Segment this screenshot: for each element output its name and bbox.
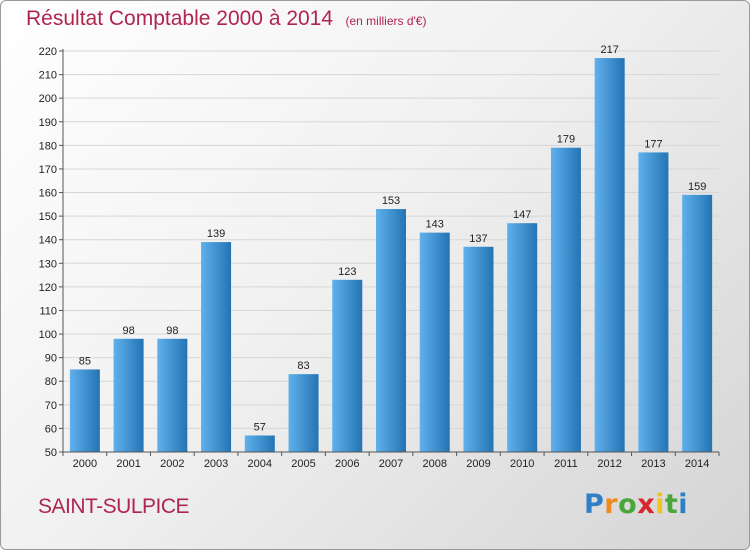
bar — [69, 369, 100, 452]
chart-title: Résultat Comptable 2000 à 2014 — [26, 7, 334, 30]
x-tick-label: 2010 — [510, 458, 534, 470]
bar-value-label: 179 — [557, 134, 575, 146]
x-tick-label: 2012 — [597, 458, 621, 470]
logo-letter: i — [678, 489, 689, 520]
x-tick-label: 2013 — [641, 458, 665, 470]
bar-value-label: 57 — [254, 421, 266, 433]
y-tick-label: 60 — [45, 423, 57, 435]
axes: 50 60 70 80 90 100 110 120 130 140 150 160 170 180 190… — [39, 46, 720, 470]
bar-value-label: 137 — [469, 233, 487, 245]
bar-value-label: 217 — [600, 44, 618, 56]
bar — [157, 338, 188, 452]
bar-value-label: 143 — [426, 219, 444, 231]
x-tick-label: 2007 — [379, 458, 403, 470]
y-tick-label: 150 — [39, 211, 57, 223]
bar-value-label: 147 — [513, 209, 531, 221]
bar — [332, 279, 363, 452]
proxiti-logo: Proxiti — [584, 489, 688, 520]
y-tick-label: 190 — [39, 117, 57, 129]
bar-value-label: 83 — [297, 360, 309, 372]
y-tick-label: 90 — [45, 353, 57, 365]
logo-letter: i — [655, 489, 665, 520]
bar-value-label: 153 — [382, 195, 400, 207]
logo-letter: P — [584, 489, 605, 520]
x-tick-label: 2009 — [466, 458, 490, 470]
bar — [682, 194, 713, 452]
logo-letter: x — [637, 489, 656, 520]
y-tick-label: 80 — [45, 376, 57, 388]
y-tick-label: 130 — [39, 258, 57, 270]
bar-value-label: 159 — [688, 181, 706, 193]
bar — [463, 246, 494, 452]
bar — [638, 152, 669, 452]
x-tick-label: 2004 — [248, 458, 272, 470]
x-tick-label: 2001 — [116, 458, 140, 470]
y-tick-label: 50 — [45, 447, 57, 459]
bar-value-label: 85 — [79, 355, 91, 367]
logo-letter: o — [618, 489, 638, 520]
y-tick-label: 180 — [39, 140, 57, 152]
chart-header: Résultat Comptable 2000 à 2014 (en milli… — [26, 7, 426, 31]
bar — [244, 435, 275, 452]
logo-letter: r — [604, 489, 619, 520]
bar — [376, 209, 406, 452]
bar — [550, 147, 581, 452]
bar — [113, 338, 144, 452]
y-tick-label: 220 — [39, 46, 57, 58]
y-tick-label: 140 — [39, 235, 57, 247]
x-tick-label: 2005 — [291, 458, 315, 470]
city-name: SAINT-SULPICE — [38, 495, 190, 518]
bar-value-label: 98 — [122, 325, 134, 337]
bars — [69, 58, 713, 452]
y-tick-label: 120 — [39, 282, 57, 294]
bar-value-label: 123 — [338, 266, 356, 278]
y-tick-label: 170 — [39, 164, 57, 176]
y-tick-label: 200 — [39, 93, 57, 105]
x-tick-label: 2000 — [73, 458, 97, 470]
x-tick-label: 2006 — [335, 458, 359, 470]
bar — [288, 374, 319, 452]
bar-value-label: 98 — [166, 325, 178, 337]
value-labels: 85 98 98 139 57 83 123 153 143 137 147 179 217 177 159 — [79, 44, 707, 433]
x-tick-label: 2014 — [685, 458, 709, 470]
x-tick-label: 2008 — [422, 458, 446, 470]
bar — [201, 242, 232, 452]
y-tick-label: 70 — [45, 400, 57, 412]
y-tick-label: 110 — [39, 305, 57, 317]
bar — [594, 58, 625, 452]
x-tick-label: 2002 — [160, 458, 184, 470]
chart-subtitle: (en milliers d'€) — [345, 14, 427, 28]
y-tick-label: 100 — [39, 329, 57, 341]
y-tick-label: 210 — [39, 70, 57, 82]
logo-letter: t — [664, 489, 679, 520]
bar — [419, 232, 450, 452]
x-tick-label: 2011 — [554, 458, 578, 470]
y-tick-label: 160 — [39, 188, 57, 200]
bar — [507, 223, 538, 452]
bar-value-label: 177 — [644, 138, 662, 150]
x-tick-label: 2003 — [204, 458, 228, 470]
bar-value-label: 139 — [207, 228, 225, 240]
